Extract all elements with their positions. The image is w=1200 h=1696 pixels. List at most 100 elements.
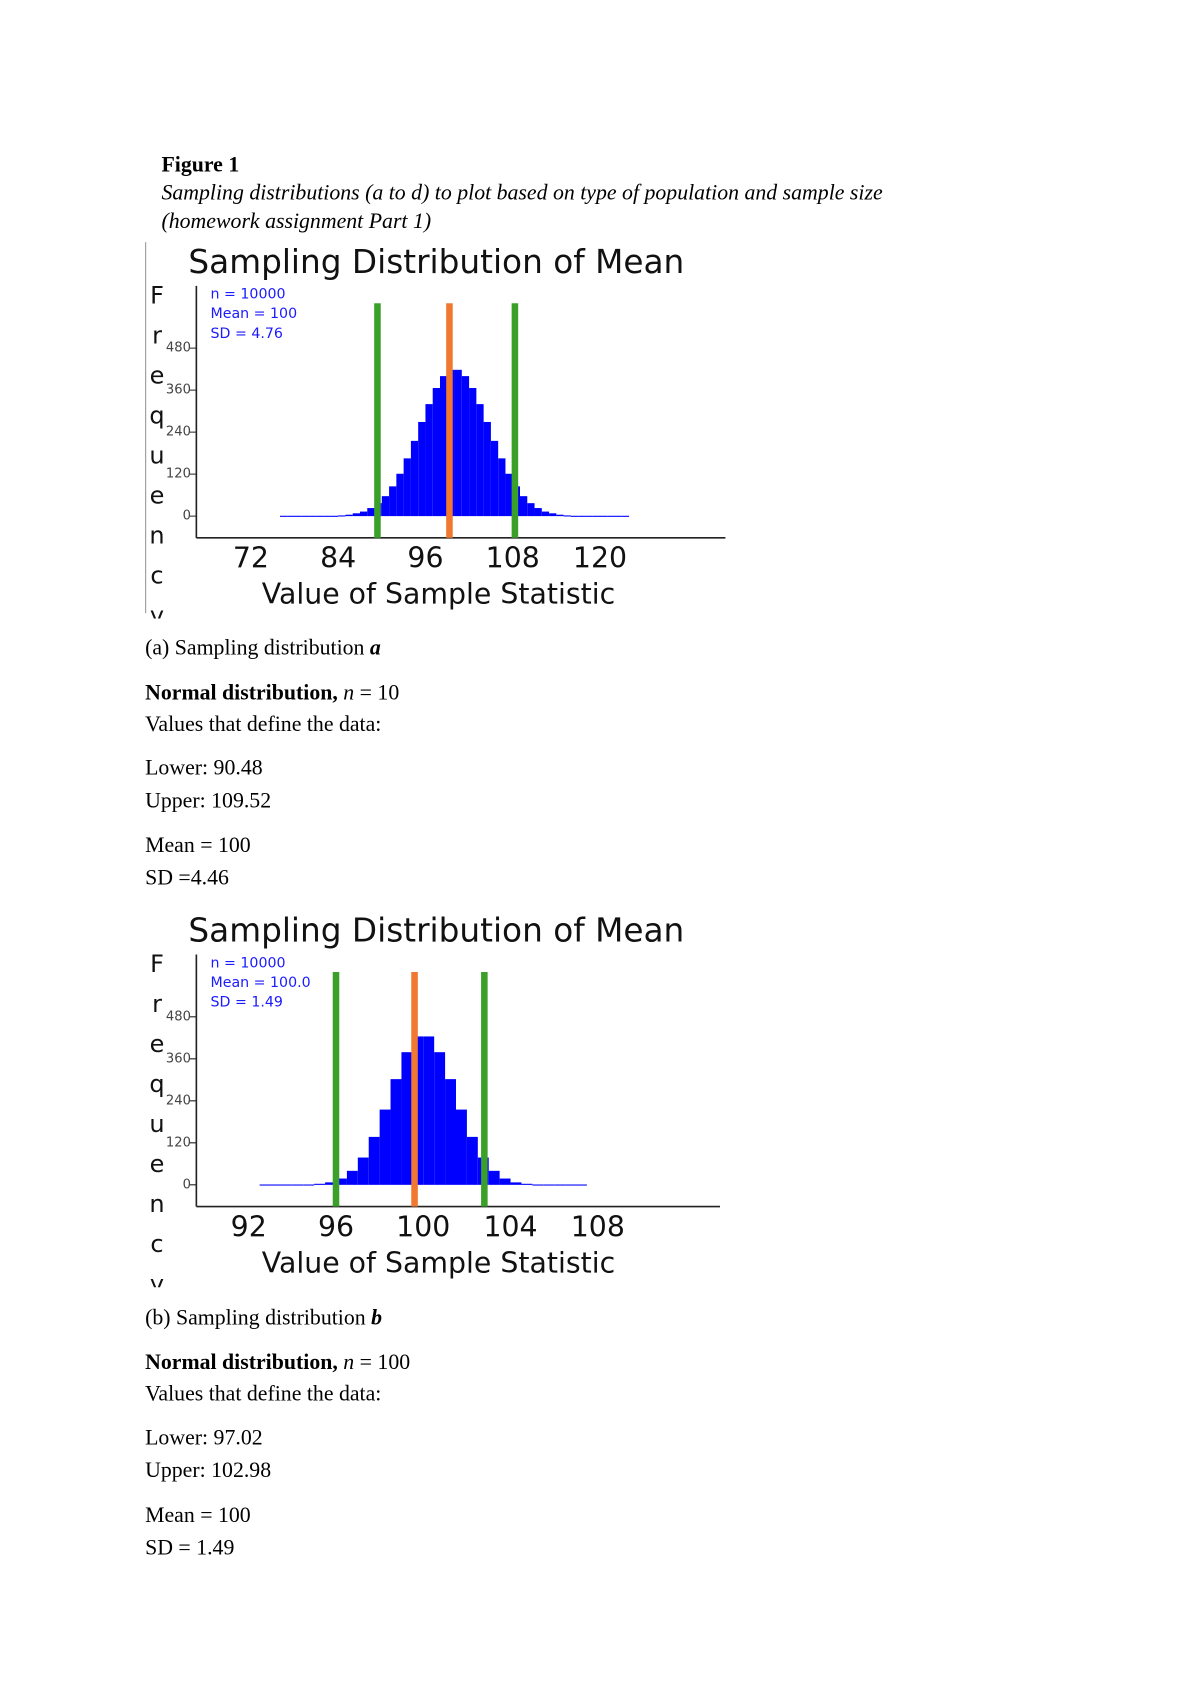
- upper-value: Upper: 102.98: [145, 1458, 272, 1483]
- histogram-bar: [390, 1079, 402, 1185]
- sub-caption-text: (a) Sampling distribution: [145, 635, 365, 660]
- n-symbol: n: [343, 1350, 355, 1375]
- reference-line: [374, 303, 381, 538]
- histogram-bar: [379, 1109, 391, 1185]
- sub-caption-text: (b) Sampling distribution: [145, 1305, 366, 1330]
- histogram-bar: [505, 473, 513, 517]
- mean-value: Mean = 100: [145, 833, 251, 858]
- chart: Sampling Distribution of Mean Frequency n …: [145, 243, 726, 619]
- x-tick-label: 84: [320, 542, 356, 575]
- histogram-bar: [367, 508, 375, 517]
- histogram-bar: [309, 515, 317, 517]
- x-tick-label: 108: [571, 1210, 625, 1243]
- histogram-bar: [549, 513, 557, 517]
- histogram-bar: [292, 1184, 304, 1186]
- histogram-bar: [381, 496, 390, 517]
- histogram-bar: [455, 1109, 467, 1185]
- y-tick-label: 120: [166, 467, 191, 482]
- histogram-bar: [466, 1136, 478, 1185]
- reference-line: [446, 303, 453, 538]
- y-tick-label: 120: [166, 1135, 191, 1150]
- histogram-bar: [570, 515, 579, 517]
- histogram-bar: [521, 1183, 533, 1185]
- figure-caption: (homework assignment Part 1): [161, 209, 432, 234]
- histogram-bar: [439, 376, 448, 517]
- figure-caption: Sampling distributions (a to d) to plot …: [161, 181, 883, 206]
- histogram-bar: [281, 1184, 293, 1186]
- histogram-bar: [418, 421, 426, 517]
- x-tick-label: 96: [407, 542, 443, 575]
- histogram-bar: [294, 515, 302, 517]
- y-axis-label: Frequency: [145, 950, 171, 1287]
- histogram-bar: [578, 515, 586, 517]
- y-tick-label: 0: [183, 509, 191, 524]
- annotation: Mean = 100.0: [211, 975, 311, 991]
- reference-line: [481, 971, 488, 1207]
- figure-title: Figure 1: [161, 152, 240, 177]
- annotation: Mean = 100: [211, 306, 298, 322]
- histogram-bar: [335, 1178, 347, 1185]
- histogram-bar: [301, 515, 310, 517]
- x-tick-label: 92: [231, 1210, 267, 1243]
- histogram-bar: [599, 515, 608, 517]
- histogram-bar: [498, 458, 506, 517]
- histogram-bar: [359, 511, 368, 517]
- histogram-bar: [270, 1184, 282, 1186]
- y-tick-label: 240: [166, 425, 191, 440]
- y-tick-label: 360: [166, 1051, 191, 1066]
- sd-value: SD = 1.49: [145, 1535, 235, 1560]
- image-edge: [145, 242, 147, 614]
- histogram-bar: [401, 1052, 413, 1185]
- histogram-bar: [423, 1036, 435, 1185]
- upper-value: Upper: 109.52: [145, 788, 272, 813]
- n-symbol: n: [343, 680, 355, 705]
- histogram-bar: [303, 1184, 315, 1186]
- histogram-bar: [499, 1178, 511, 1185]
- annotation: SD = 4.76: [211, 326, 283, 342]
- histogram-bar: [279, 515, 288, 517]
- histogram-bar: [527, 503, 535, 517]
- histogram-bar: [556, 514, 564, 517]
- histogram-bar: [454, 369, 462, 517]
- histogram-bar: [330, 515, 339, 517]
- histogram-bar: [434, 1052, 446, 1185]
- histogram-bar: [445, 1079, 456, 1185]
- histogram-bar: [325, 1182, 336, 1185]
- lower-value: Lower: 97.02: [145, 1425, 263, 1450]
- histogram-bar: [323, 515, 331, 517]
- histogram-bar: [607, 515, 615, 517]
- histogram-bar: [316, 515, 324, 517]
- n-value: = 10: [359, 680, 400, 705]
- reference-line: [511, 303, 519, 538]
- lower-value: Lower: 90.48: [145, 755, 263, 780]
- x-tick-label: 72: [233, 542, 269, 575]
- histogram-bar: [461, 376, 470, 517]
- histogram-bar: [287, 515, 295, 517]
- y-axis-label: Frequency: [145, 281, 171, 618]
- histogram-bar: [259, 1184, 271, 1186]
- histogram-bar: [368, 1136, 380, 1185]
- histogram-bar: [476, 404, 484, 517]
- y-tick-label: 360: [166, 383, 191, 398]
- histogram-bar: [483, 421, 491, 517]
- y-tick-label: 240: [166, 1093, 191, 1108]
- x-tick-label: 104: [483, 1210, 537, 1243]
- chart-title: Sampling Distribution of Mean: [188, 243, 684, 281]
- histogram-bar: [346, 1170, 358, 1185]
- y-tick-label: 0: [183, 1177, 191, 1192]
- histogram-bar: [519, 496, 528, 517]
- sub-caption: (a) Sampling distribution a: [145, 636, 381, 661]
- annotation: n = 10000: [211, 955, 286, 971]
- histogram-bar: [338, 515, 346, 517]
- histogram-bar: [563, 515, 571, 517]
- reference-line: [332, 971, 340, 1207]
- histogram-bar: [575, 1184, 587, 1186]
- annotation: n = 10000: [211, 287, 286, 303]
- histogram-bar: [432, 388, 440, 517]
- histogram-bar: [541, 511, 550, 517]
- histogram-bar: [554, 1184, 566, 1186]
- histogram-bar: [488, 1170, 500, 1185]
- histogram-bar: [314, 1183, 326, 1185]
- histogram-bar: [614, 515, 622, 517]
- annotation: SD = 1.49: [211, 995, 283, 1011]
